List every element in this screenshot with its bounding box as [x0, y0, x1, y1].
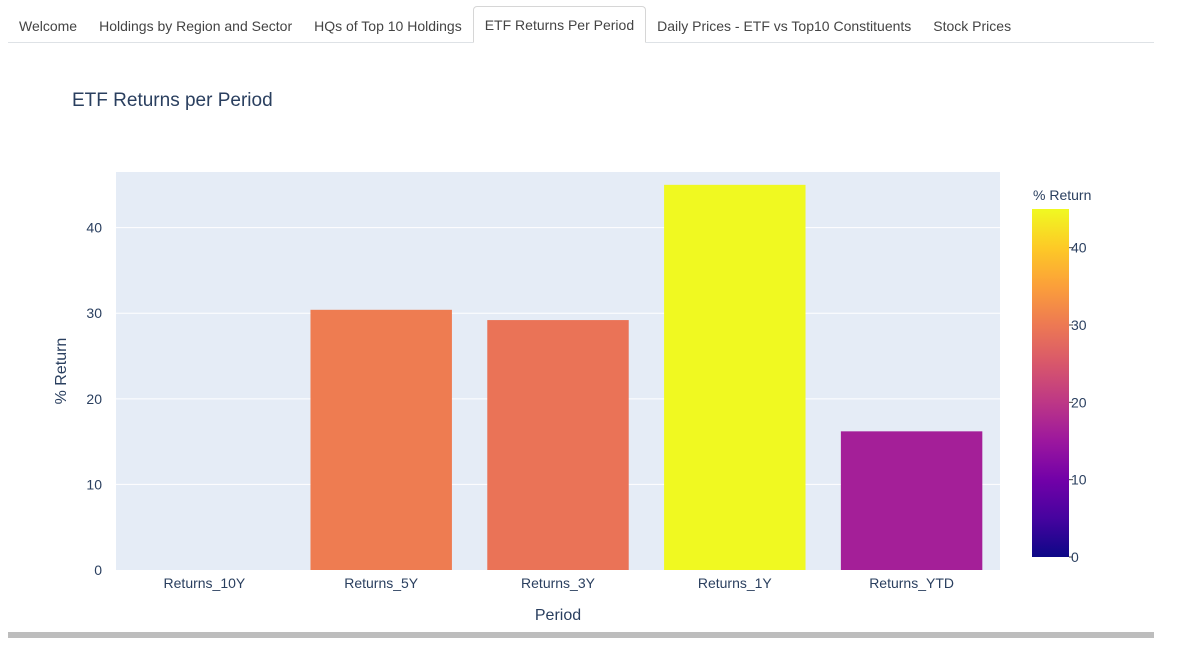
colorbar-tick-label: 0 [1071, 549, 1079, 565]
colorbar-tick-label: 40 [1071, 240, 1087, 256]
y-tick-label: 40 [86, 220, 102, 236]
tab-etf-returns-per-period[interactable]: ETF Returns Per Period [472, 6, 647, 43]
y-tick-label: 10 [86, 476, 102, 492]
y-tick-labels: 0 10 20 30 40 [86, 220, 102, 578]
colorbar-tick-label: 20 [1071, 394, 1087, 410]
y-axis-label: % Return [53, 338, 70, 405]
x-tick-label: Returns_5Y [344, 575, 419, 591]
colorbar-tick-labels: 0 10 20 30 40 [1069, 240, 1087, 565]
tab-daily-prices[interactable]: Daily Prices - ETF vs Top10 Constituents [657, 18, 912, 34]
bar [664, 184, 806, 570]
tab-hqs-of-top-10-holdings[interactable]: HQs of Top 10 Holdings [314, 18, 462, 34]
x-axis-label: Period [535, 607, 581, 624]
bar [840, 431, 983, 570]
x-tick-labels: Returns_10Y Returns_5Y Returns_3Y Returns_1… [164, 575, 954, 591]
horizontal-scrollbar[interactable] [8, 632, 1154, 638]
bar [310, 309, 452, 570]
tab-welcome[interactable]: Welcome [19, 18, 78, 34]
y-tick-label: 20 [86, 391, 102, 407]
bars [310, 184, 983, 570]
colorbar-tick-label: 10 [1071, 472, 1087, 488]
y-tick-label: 30 [86, 305, 102, 321]
x-tick-label: Returns_10Y [164, 575, 246, 591]
x-tick-label: Returns_1Y [698, 575, 773, 591]
tab-bar: Welcome Holdings by Region and Sector HQ… [8, 6, 1154, 43]
colorbar [1032, 209, 1069, 557]
bar [487, 320, 629, 570]
colorbar-tick-label: 30 [1071, 317, 1087, 333]
x-tick-label: Returns_3Y [521, 575, 596, 591]
y-tick-label: 0 [94, 562, 102, 578]
x-tick-label: Returns_YTD [869, 575, 954, 591]
colorbar-title: % Return [1033, 187, 1091, 203]
chart-title: ETF Returns per Period [72, 90, 273, 111]
tab-holdings-by-region-and-sector[interactable]: Holdings by Region and Sector [99, 18, 293, 34]
tab-stock-prices[interactable]: Stock Prices [933, 18, 1012, 34]
